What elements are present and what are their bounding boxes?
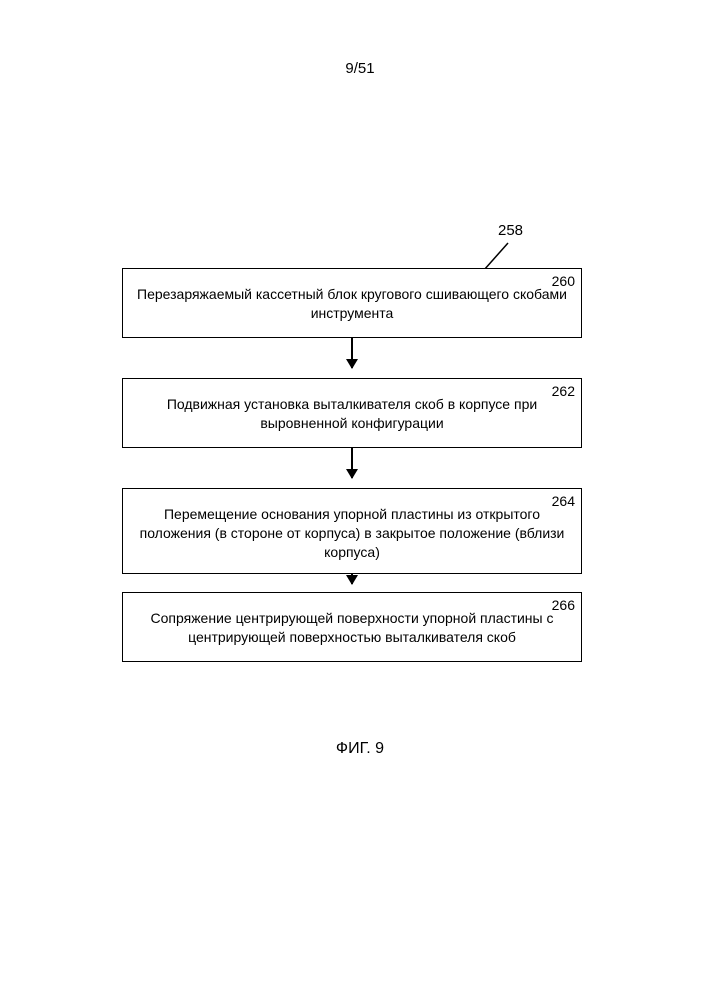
box-number: 262 (552, 382, 575, 401)
flow-box-266: 266 Сопряжение центрирующей поверхности … (122, 592, 582, 662)
arrow (122, 338, 582, 378)
box-number: 266 (552, 596, 575, 615)
flow-box-264: 264 Перемещение основания упорной пласти… (122, 488, 582, 574)
flowchart: 260 Перезаряжаемый кассетный блок кругов… (122, 268, 582, 662)
box-number: 264 (552, 492, 575, 511)
flow-box-262: 262 Подвижная установка выталкивателя ск… (122, 378, 582, 448)
box-number: 260 (552, 272, 575, 291)
box-text: Подвижная установка выталкивателя скоб в… (137, 395, 567, 433)
box-text: Перемещение основания упорной пластины и… (137, 505, 567, 562)
arrow (122, 574, 582, 592)
flow-box-260: 260 Перезаряжаемый кассетный блок кругов… (122, 268, 582, 338)
box-text: Сопряжение центрирующей поверхности упор… (137, 609, 567, 647)
figure-caption: ФИГ. 9 (0, 740, 720, 758)
arrow (122, 448, 582, 488)
box-text: Перезаряжаемый кассетный блок кругового … (137, 285, 567, 323)
